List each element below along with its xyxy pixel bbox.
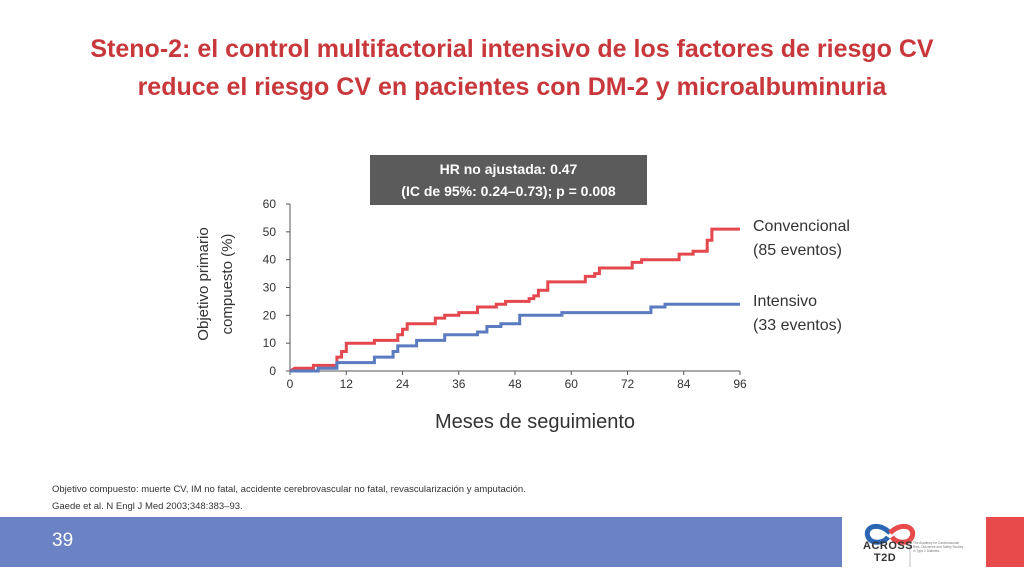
footer-bar (0, 517, 842, 567)
title-line-1: Steno-2: el control multifactorial inten… (90, 35, 934, 63)
hr-line-1: HR no ajustada: 0.47 (439, 161, 578, 177)
logo-wordmark: ACROSS T2D (863, 540, 914, 564)
y-tick-label: 20 (263, 308, 277, 322)
series-label-convencional: Convencional (753, 218, 850, 235)
corner-accent (986, 517, 1024, 567)
page-number: 39 (52, 530, 74, 551)
y-tick-label: 40 (263, 253, 277, 267)
series-line-convencional (289, 227, 740, 373)
x-tick-label: 12 (340, 377, 354, 391)
endpoint-note: Objetivo compuesto: muerte CV, IM no fat… (52, 484, 526, 495)
logo-line-1: ACROSS (863, 540, 914, 552)
title-line-2: reduce el riesgo CV en pacientes con DM-… (137, 73, 887, 101)
y-axis-title-line-2: compuesto (%) (219, 234, 236, 335)
hazard-ratio-box: HR no ajustada: 0.47 (IC de 95%: 0.24–0.… (370, 155, 647, 205)
slide-title: Steno-2: el control multifactorial inten… (40, 30, 984, 106)
chart-labels: Meses de seguimiento Objetivo primario com… (195, 218, 850, 433)
chart-series (289, 227, 740, 373)
x-tick-label: 60 (565, 377, 579, 391)
y-tick-label: 10 (263, 336, 277, 350)
across-t2d-logo-icon (864, 523, 916, 567)
series-events-intensivo: (33 eventos) (753, 317, 842, 334)
y-tick-label: 30 (263, 281, 277, 295)
x-tick-label: 24 (396, 377, 410, 391)
series-events-convencional: (85 eventos) (753, 242, 842, 259)
logo-tagline: The Academy for Cardiovascular Risk, Out… (913, 541, 964, 553)
y-tick-label: 60 (263, 197, 277, 211)
x-tick-label: 96 (733, 377, 747, 391)
x-tick-label: 72 (621, 377, 635, 391)
x-tick-label: 84 (677, 377, 691, 391)
chart-axes: 0 10 20 30 40 50 60 0 12 24 36 48 60 72 84 96 (263, 197, 747, 391)
footnotes: Objetivo compuesto: muerte CV, IM no fat… (52, 481, 526, 515)
x-tick-label: 36 (452, 377, 466, 391)
y-tick-label: 50 (263, 225, 277, 239)
hr-line-2: (IC de 95%: 0.24–0.73); p = 0.008 (401, 183, 616, 199)
y-axis-title-line-1: Objetivo primario (195, 227, 212, 340)
reference-note: Gaede et al. N Engl J Med 2003;348:383–9… (52, 501, 243, 512)
series-label-intensivo: Intensivo (753, 293, 817, 310)
survival-chart: 0 10 20 30 40 50 60 0 12 24 36 48 60 72 84 96 Meses de … (195, 197, 850, 433)
logo-line-2: T2D (873, 552, 897, 564)
series-line-intensivo (290, 302, 740, 373)
x-tick-label: 48 (508, 377, 522, 391)
y-tick-label: 0 (269, 364, 276, 378)
x-tick-label: 0 (287, 377, 294, 391)
x-axis-title: Meses de seguimiento (435, 411, 635, 433)
